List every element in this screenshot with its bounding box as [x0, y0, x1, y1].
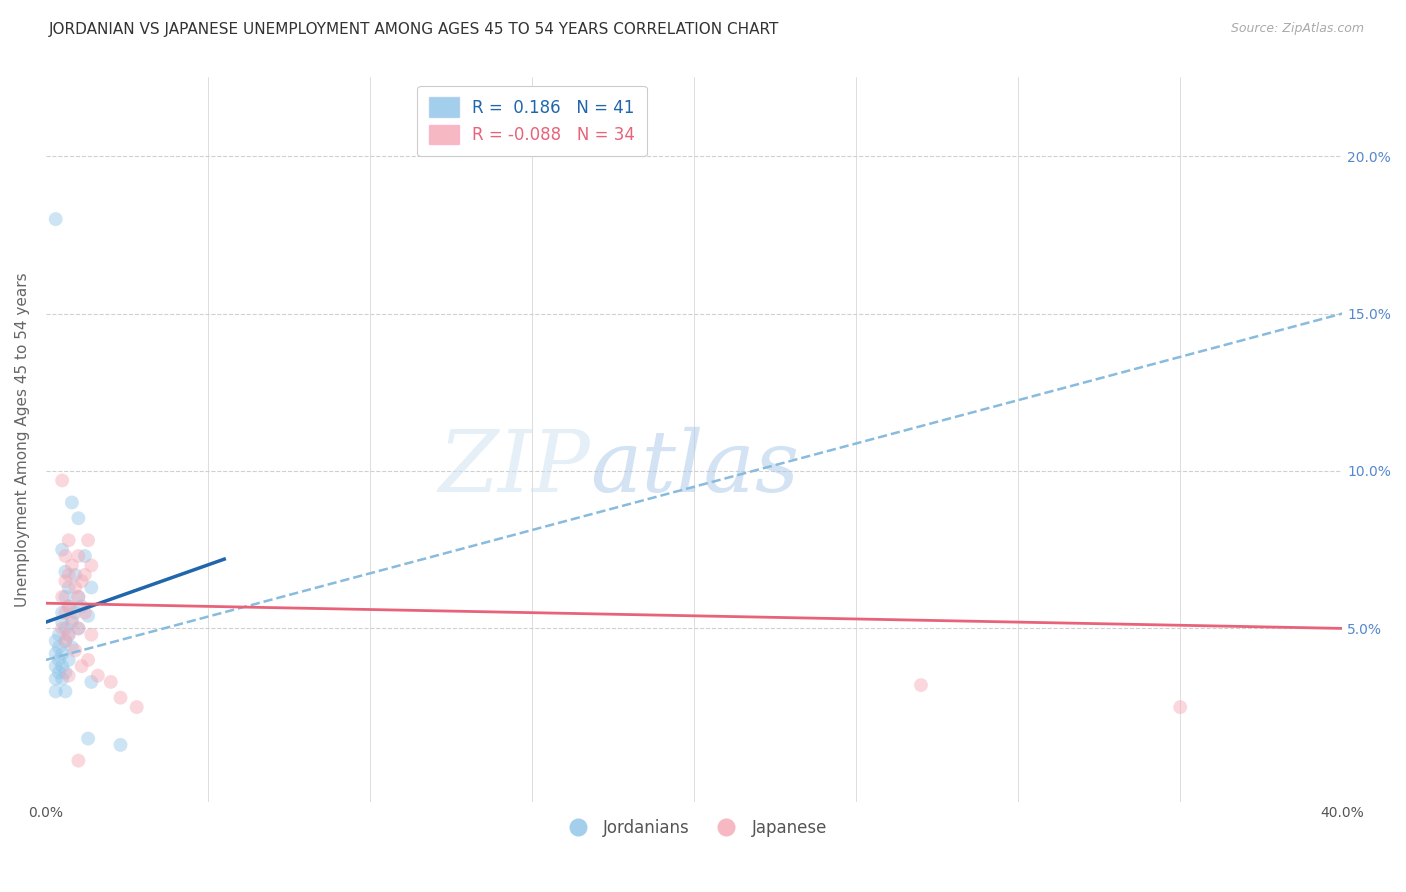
Point	[63, 581, 86, 595]
Point	[51, 659, 73, 673]
Point	[63, 643, 86, 657]
Point	[45, 212, 67, 227]
Point	[87, 668, 110, 682]
Point	[63, 567, 86, 582]
Point	[67, 511, 90, 525]
Point	[55, 665, 77, 680]
Point	[58, 599, 80, 614]
Point	[60, 612, 83, 626]
Point	[51, 474, 73, 488]
Point	[51, 606, 73, 620]
Point	[55, 634, 77, 648]
Text: Source: ZipAtlas.com: Source: ZipAtlas.com	[1230, 22, 1364, 36]
Point	[60, 495, 83, 509]
Point	[58, 581, 80, 595]
Y-axis label: Unemployment Among Ages 45 to 54 years: Unemployment Among Ages 45 to 54 years	[15, 272, 30, 607]
Point	[110, 738, 132, 752]
Point	[77, 653, 100, 667]
Point	[67, 549, 90, 563]
Point	[48, 628, 70, 642]
Point	[100, 675, 122, 690]
Point	[45, 672, 67, 686]
Point	[55, 590, 77, 604]
Point	[60, 558, 83, 573]
Point	[58, 628, 80, 642]
Text: atlas: atlas	[591, 427, 800, 510]
Text: JORDANIAN VS JAPANESE UNEMPLOYMENT AMONG AGES 45 TO 54 YEARS CORRELATION CHART: JORDANIAN VS JAPANESE UNEMPLOYMENT AMONG…	[49, 22, 779, 37]
Point	[67, 590, 90, 604]
Point	[58, 599, 80, 614]
Point	[60, 640, 83, 655]
Point	[55, 684, 77, 698]
Point	[51, 542, 73, 557]
Text: ZIP: ZIP	[439, 427, 591, 510]
Point	[80, 675, 103, 690]
Point	[45, 684, 67, 698]
Point	[55, 634, 77, 648]
Point	[55, 549, 77, 563]
Point	[60, 615, 83, 629]
Point	[77, 731, 100, 746]
Point	[45, 647, 67, 661]
Point	[67, 590, 90, 604]
Point	[48, 640, 70, 655]
Point	[51, 615, 73, 629]
Point	[45, 634, 67, 648]
Point	[58, 653, 80, 667]
Point	[48, 665, 70, 680]
Point	[55, 606, 77, 620]
Point	[51, 647, 73, 661]
Point	[45, 659, 67, 673]
Point	[80, 628, 103, 642]
Point	[77, 608, 100, 623]
Point	[67, 621, 90, 635]
Point	[63, 606, 86, 620]
Point	[110, 690, 132, 705]
Point	[67, 621, 90, 635]
Point	[125, 700, 148, 714]
Point	[73, 606, 96, 620]
Point	[55, 574, 77, 589]
Point	[58, 628, 80, 642]
Point	[77, 533, 100, 548]
Point	[55, 565, 77, 579]
Point	[51, 590, 73, 604]
Point	[58, 567, 80, 582]
Legend: Jordanians, Japanese: Jordanians, Japanese	[555, 813, 834, 844]
Point	[70, 574, 93, 589]
Point	[48, 653, 70, 667]
Point	[910, 678, 932, 692]
Point	[73, 549, 96, 563]
Point	[80, 558, 103, 573]
Point	[70, 599, 93, 614]
Point	[73, 567, 96, 582]
Point	[67, 754, 90, 768]
Point	[55, 621, 77, 635]
Point	[51, 672, 73, 686]
Point	[58, 668, 80, 682]
Point	[80, 581, 103, 595]
Point	[51, 621, 73, 635]
Point	[70, 659, 93, 673]
Point	[58, 533, 80, 548]
Point	[1168, 700, 1191, 714]
